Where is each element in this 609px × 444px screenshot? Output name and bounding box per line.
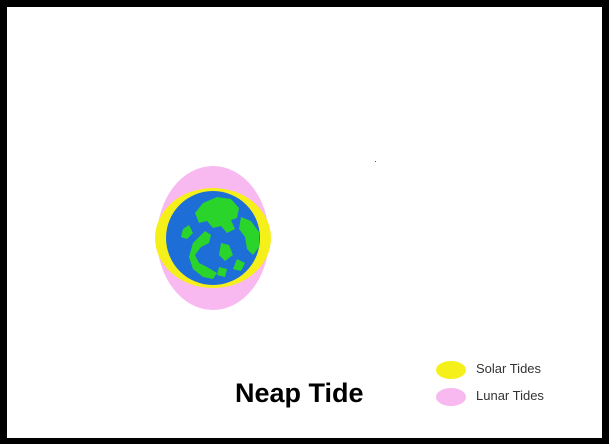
legend: Solar Tides Lunar Tides bbox=[436, 359, 576, 413]
diagram-title: Neap Tide bbox=[235, 378, 364, 408]
solar-swatch-icon bbox=[436, 361, 466, 379]
neap-tide-diagram bbox=[155, 166, 271, 310]
distant-moon-dot bbox=[375, 161, 376, 162]
lunar-swatch-icon bbox=[436, 388, 466, 406]
continents-icon bbox=[181, 197, 259, 279]
legend-label-solar: Solar Tides bbox=[476, 361, 542, 376]
legend-item-lunar: Lunar Tides bbox=[436, 386, 576, 413]
legend-label-lunar: Lunar Tides bbox=[476, 388, 544, 403]
legend-item-solar: Solar Tides bbox=[436, 359, 576, 386]
